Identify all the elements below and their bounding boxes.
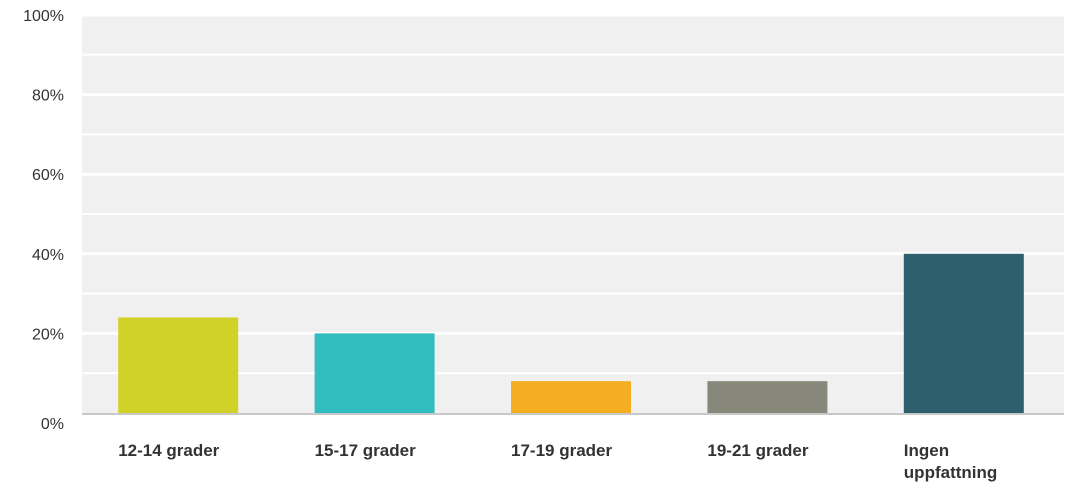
bar[interactable]	[903, 253, 1024, 413]
bar[interactable]	[511, 381, 631, 413]
y-tick-label: 20%	[32, 326, 64, 343]
y-axis-ticks: 0% 20% 40% 60% 80% 100%	[23, 8, 64, 433]
bars	[118, 253, 1024, 413]
y-tick-label: 60%	[32, 167, 64, 184]
x-tick-label: 19-21 grader	[707, 441, 808, 460]
bar[interactable]	[707, 381, 828, 413]
x-tick-label: 17-19 grader	[511, 441, 612, 460]
x-tick-label: 15-17 grader	[315, 441, 416, 460]
gridlines	[82, 13, 1064, 375]
y-tick-label: 100%	[23, 8, 64, 25]
bar[interactable]	[314, 333, 435, 413]
y-tick-label: 80%	[32, 88, 64, 105]
y-tick-label: 0%	[41, 416, 64, 433]
x-tick-label: 12-14 grader	[118, 441, 219, 460]
x-axis-labels: 12-14 grader 15-17 grader 17-19 grader 19-2…	[118, 441, 997, 482]
x-tick-label: Ingen uppfattning	[904, 441, 997, 482]
bar[interactable]	[118, 317, 239, 413]
y-tick-label: 40%	[32, 247, 64, 264]
